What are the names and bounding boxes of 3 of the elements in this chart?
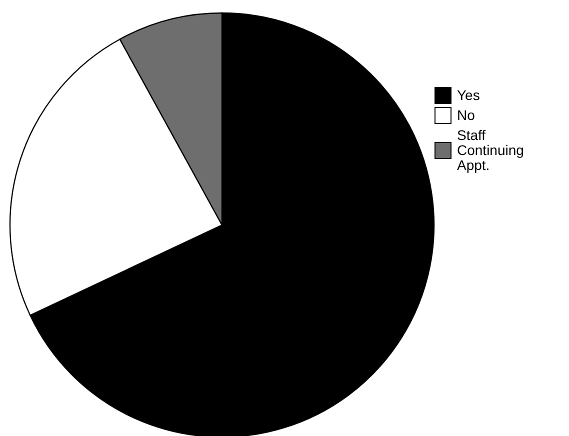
legend-label: Staff Continuing Appt. [457,127,524,173]
legend-label: No [457,107,476,123]
legend-label: Yes [457,87,480,103]
